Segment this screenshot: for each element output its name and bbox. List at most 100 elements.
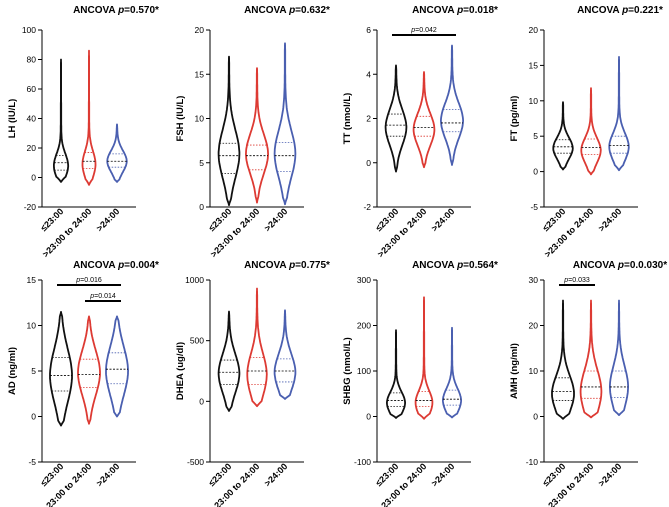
title-p-value: =0.004* — [124, 260, 159, 271]
y-axis-label: SHBG (nmol/L) — [342, 337, 353, 405]
x-category-label: >23:00 to 24:00 — [209, 206, 262, 259]
y-tick-label: 10 — [27, 321, 37, 331]
violin-panel: ANCOVA p=0.775* -500 0 500 1000 DHEA (ug/dl) ≤… — [175, 260, 330, 507]
y-tick-label: -5 — [530, 202, 538, 212]
y-tick-label: -10 — [526, 457, 539, 467]
x-category-label: >24:00 — [262, 461, 289, 488]
violin-panel: ANCOVA p=0.221* -5 0 5 10 15 20 FT (pg/ml) ≤23:0… — [509, 5, 663, 259]
x-category-label: ≤23:00 — [541, 206, 568, 233]
violin-panel: ANCOVA p=0.564* -100 0 100 200 300 SHBG (nmol/… — [342, 260, 498, 507]
y-tick-label: 20 — [529, 25, 539, 35]
y-tick-label: 0 — [199, 396, 204, 406]
x-category-label: >24:00 — [94, 206, 121, 233]
y-tick-label: 0 — [533, 412, 538, 422]
violin-shape — [580, 87, 602, 176]
title-p-symbol: p — [621, 5, 628, 16]
y-tick-label: 15 — [529, 60, 539, 70]
y-tick-label: 40 — [27, 114, 37, 124]
y-tick-label: 15 — [195, 69, 205, 79]
x-category-label: ≤23:00 — [374, 461, 401, 488]
title-p-symbol: p — [288, 260, 295, 271]
x-category-label: ≤23:00 — [39, 461, 66, 488]
panel-title: ANCOVA p=0.775* — [244, 260, 330, 271]
violin-shape — [440, 44, 464, 166]
violin-shape — [609, 299, 629, 416]
y-tick-label: 0 — [533, 167, 538, 177]
y-tick-label: 0 — [199, 202, 204, 212]
y-tick-label: 300 — [357, 275, 371, 285]
violin-shape — [384, 64, 408, 173]
y-axis-label: AMH (ng/ml) — [509, 343, 520, 399]
y-axis-label: FSH (IU/L) — [175, 96, 186, 142]
y-tick-label: 200 — [357, 321, 371, 331]
y-axis-label: TT (nmol/L) — [342, 93, 353, 145]
violin-shape — [217, 310, 241, 412]
x-category-label: ≤23:00 — [207, 461, 234, 488]
significance-label: p=0.016 — [75, 277, 102, 284]
violin-shape — [442, 326, 462, 419]
x-category-label: >24:00 — [262, 206, 289, 233]
x-category-label: ≤23:00 — [207, 206, 234, 233]
violin-shape — [245, 67, 269, 204]
title-p-symbol: p — [456, 5, 463, 16]
y-tick-label: 4 — [366, 69, 371, 79]
y-tick-label: -2 — [363, 202, 371, 212]
violin-shape — [386, 329, 406, 419]
violin-shape — [414, 296, 434, 420]
title-p-value: =0.632* — [295, 5, 330, 16]
title-p-value: =0.221* — [628, 5, 663, 16]
y-tick-label: -5 — [28, 457, 36, 467]
panel-title: ANCOVA p=0.0.030* — [573, 260, 667, 271]
violin-shape — [77, 315, 101, 425]
y-tick-label: -20 — [24, 202, 37, 212]
y-tick-label: 5 — [533, 131, 538, 141]
x-category-label: >24:00 — [429, 206, 456, 233]
significance-p-value: =0.033 — [568, 277, 590, 284]
title-p-value: =0.018* — [463, 5, 498, 16]
y-tick-label: 0 — [31, 412, 36, 422]
title-test-name: ANCOVA — [73, 260, 118, 271]
y-tick-label: -100 — [354, 457, 371, 467]
violin-shape — [608, 56, 630, 172]
title-p-value: =0.570* — [124, 5, 159, 16]
x-category-label: ≤23:00 — [39, 206, 66, 233]
significance-p-value: =0.042 — [415, 27, 437, 34]
significance-p-symbol: p — [89, 293, 94, 300]
violin-shape — [551, 299, 575, 420]
y-tick-label: 5 — [199, 158, 204, 168]
y-tick-label: 1000 — [185, 275, 204, 285]
panel-title: ANCOVA p=0.004* — [73, 260, 159, 271]
x-category-label: >24:00 — [429, 461, 456, 488]
x-category-label: ≤23:00 — [541, 461, 568, 488]
significance-label: p=0.033 — [563, 277, 590, 284]
y-tick-label: 500 — [190, 336, 204, 346]
x-category-label: >24:00 — [94, 461, 121, 488]
title-test-name: ANCOVA — [577, 5, 622, 16]
y-tick-label: 20 — [195, 25, 205, 35]
title-test-name: ANCOVA — [412, 260, 457, 271]
violin-shape — [81, 49, 97, 186]
y-tick-label: 0 — [31, 173, 36, 183]
y-tick-label: 100 — [357, 366, 371, 376]
title-p-symbol: p — [117, 5, 124, 16]
title-test-name: ANCOVA — [244, 5, 289, 16]
y-tick-label: 20 — [529, 321, 539, 331]
y-tick-label: 100 — [22, 25, 36, 35]
title-p-symbol: p — [456, 260, 463, 271]
x-category-label: >23:00 to 24:00 — [41, 206, 94, 259]
x-category-label: >24:00 — [596, 206, 623, 233]
y-tick-label: 10 — [529, 96, 539, 106]
title-p-symbol: p — [288, 5, 295, 16]
violin-shape — [53, 58, 70, 183]
title-p-value: =0.0.030* — [624, 260, 667, 271]
significance-p-symbol: p — [75, 277, 80, 284]
y-tick-label: 80 — [27, 55, 37, 65]
title-p-symbol: p — [117, 260, 124, 271]
violin-shape — [217, 55, 241, 207]
violin-shape — [579, 299, 603, 419]
significance-p-value: =0.014 — [94, 293, 116, 300]
panel-title: ANCOVA p=0.018* — [412, 5, 498, 16]
